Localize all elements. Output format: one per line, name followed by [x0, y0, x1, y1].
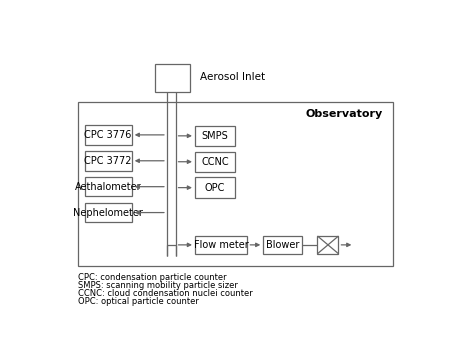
Text: OPC: OPC — [204, 183, 225, 193]
Bar — [194, 236, 247, 254]
Text: Nephelometer: Nephelometer — [73, 207, 143, 218]
Bar — [262, 236, 301, 254]
Text: Observatory: Observatory — [304, 109, 382, 119]
Bar — [84, 125, 132, 145]
Text: SMPS: SMPS — [201, 131, 228, 141]
Text: OPC: optical particle counter: OPC: optical particle counter — [78, 297, 198, 306]
Text: CPC 3776: CPC 3776 — [84, 130, 132, 140]
Text: CPC: condensation particle counter: CPC: condensation particle counter — [78, 273, 226, 282]
Bar — [84, 203, 132, 222]
Bar — [154, 64, 189, 92]
Text: CPC 3772: CPC 3772 — [84, 156, 132, 166]
Bar — [84, 177, 132, 196]
Bar — [84, 151, 132, 171]
Text: Flow meter: Flow meter — [193, 240, 248, 250]
Text: Aerosol Inlet: Aerosol Inlet — [200, 72, 265, 81]
Bar — [78, 102, 392, 266]
Text: Aethalometer: Aethalometer — [75, 182, 141, 192]
Text: Blower: Blower — [265, 240, 299, 250]
Bar — [194, 126, 235, 146]
Bar — [194, 177, 235, 198]
Bar — [194, 152, 235, 172]
Bar — [317, 236, 338, 254]
Text: SMPS: scanning mobility particle sizer: SMPS: scanning mobility particle sizer — [78, 281, 237, 290]
Text: CCNC: CCNC — [201, 157, 228, 167]
Text: CCNC: cloud condensation nuclei counter: CCNC: cloud condensation nuclei counter — [78, 289, 252, 298]
